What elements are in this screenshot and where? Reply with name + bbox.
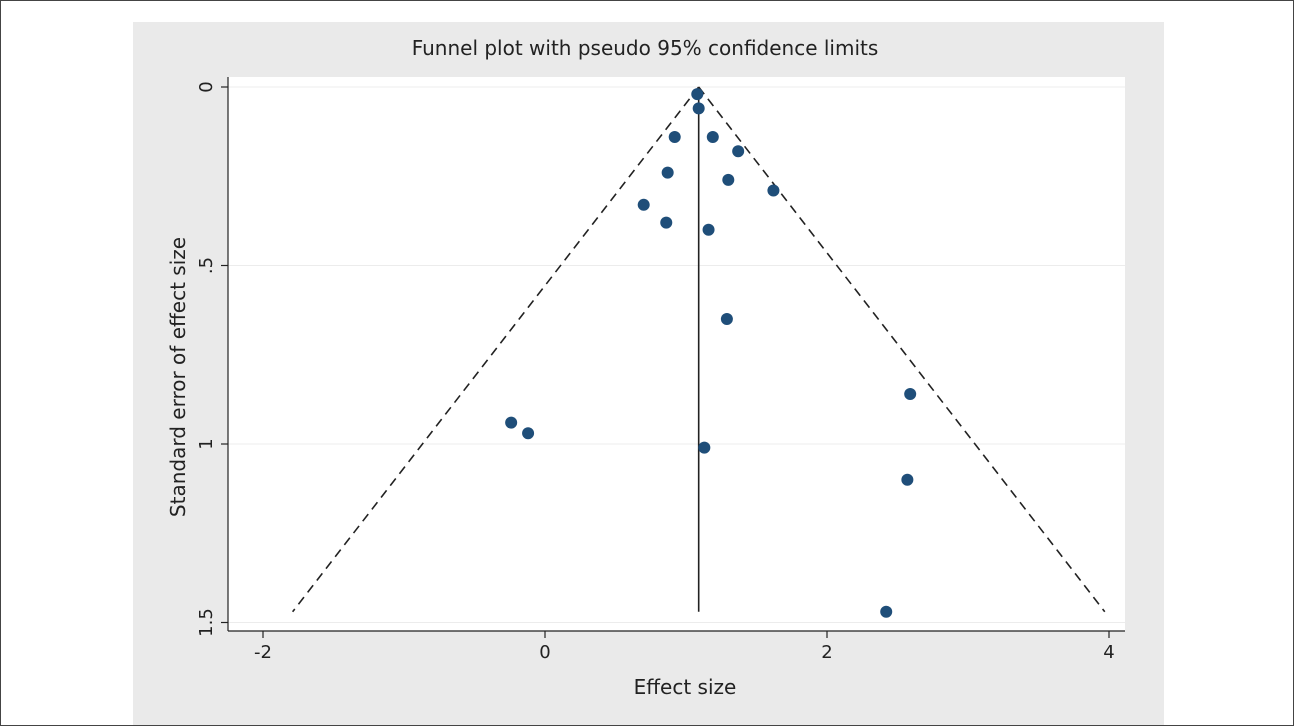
study-point-0: [691, 88, 704, 101]
study-point-15: [698, 441, 711, 454]
funnel-plot: 0 .5 1 1.5 -2 0 2 4 Funnel plot with pseudo 95% …: [166, 36, 1125, 699]
study-point-8: [637, 198, 650, 211]
study-point-17: [880, 605, 893, 618]
upper-confidence-limit: [698, 86, 1106, 613]
study-point-2: [668, 130, 681, 143]
study-point-10: [702, 223, 715, 236]
study-point-11: [720, 313, 733, 326]
y-tick-label-3: 1.5: [196, 608, 217, 637]
lower-confidence-limit: [291, 86, 700, 613]
x-tick-label-0: -2: [254, 642, 272, 663]
x-tick-label-2: 2: [821, 642, 832, 663]
y-tick-label-0: 0: [196, 81, 217, 92]
y-axis-title: Standard error of effect size: [166, 237, 190, 517]
study-point-6: [722, 173, 735, 186]
chart-panel: 0 .5 1 1.5 -2 0 2 4 Funnel plot with pseudo 95% …: [133, 22, 1164, 725]
study-point-5: [661, 166, 674, 179]
study-point-1: [692, 102, 705, 115]
y-tick-label-1: .5: [196, 257, 217, 274]
study-point-13: [505, 416, 518, 429]
plot-area: [228, 77, 1125, 631]
study-point-7: [767, 184, 780, 197]
x-axis-title: Effect size: [634, 675, 737, 699]
study-point-4: [732, 145, 745, 158]
study-point-16: [901, 473, 914, 486]
y-tick-label-2: 1: [196, 438, 217, 449]
study-point-3: [706, 130, 719, 143]
x-tick-label-1: 0: [539, 642, 550, 663]
x-tick-label-3: 4: [1103, 642, 1114, 663]
study-point-9: [660, 216, 673, 229]
study-point-14: [522, 427, 535, 440]
study-point-12: [904, 388, 917, 401]
chart-title: Funnel plot with pseudo 95% confidence l…: [412, 36, 879, 60]
